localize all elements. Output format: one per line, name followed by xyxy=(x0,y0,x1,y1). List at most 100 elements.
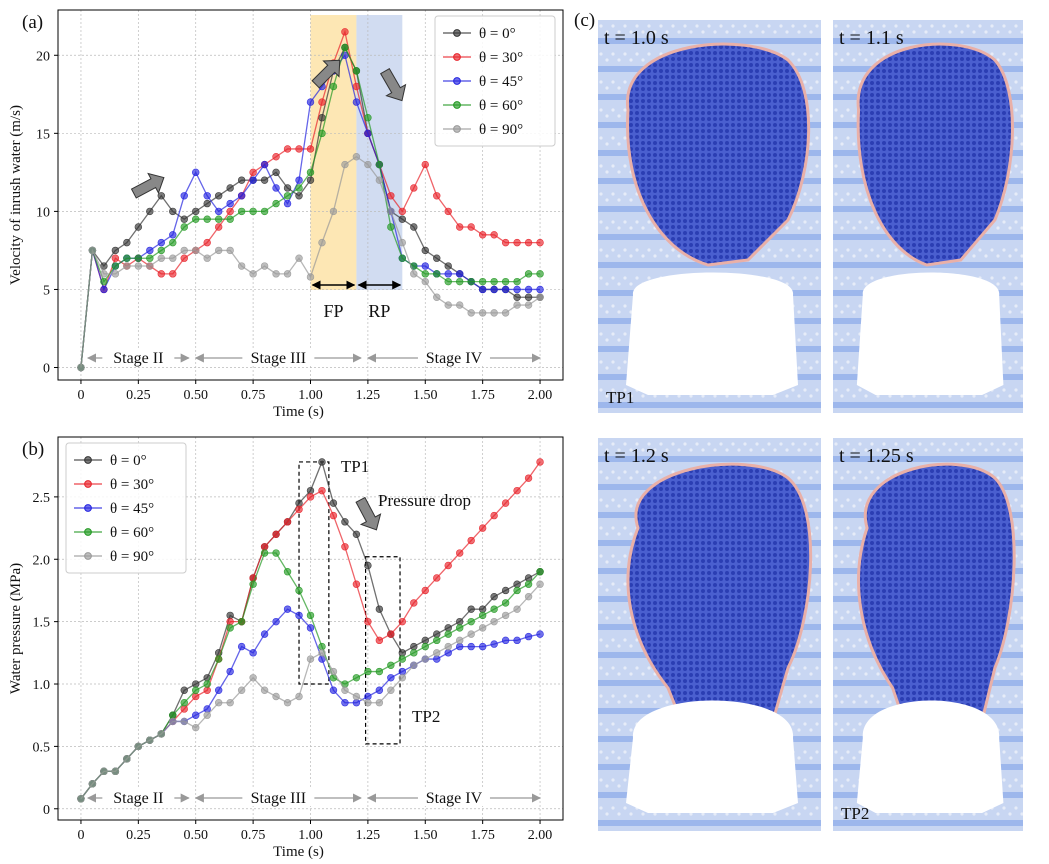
data-point xyxy=(237,262,246,270)
stage-label: Stage II xyxy=(113,350,163,367)
x-axis-label: Time (s) xyxy=(273,844,324,859)
data-point xyxy=(260,207,269,216)
data-point xyxy=(364,667,372,676)
data-point xyxy=(100,277,108,286)
data-point xyxy=(364,692,372,701)
stage-label: Stage III xyxy=(251,350,307,367)
data-point xyxy=(410,223,418,231)
stage-label-bg xyxy=(417,348,490,366)
data-point xyxy=(318,114,326,122)
data-point xyxy=(524,574,533,582)
data-point xyxy=(341,699,349,707)
inrush-particles xyxy=(857,462,1016,750)
cavity xyxy=(626,700,798,813)
data-point xyxy=(536,568,544,576)
data-point xyxy=(352,82,361,91)
data-point xyxy=(456,277,464,286)
data-point xyxy=(375,605,384,613)
data-point xyxy=(180,192,188,200)
x-tick-label: 0.25 xyxy=(126,828,151,843)
data-point xyxy=(352,692,361,701)
data-point xyxy=(513,277,521,286)
data-point xyxy=(237,207,246,216)
data-point xyxy=(375,176,384,184)
legend-marker xyxy=(84,480,92,488)
cavity xyxy=(856,272,1004,395)
data-point xyxy=(180,699,188,707)
data-point xyxy=(134,223,143,231)
inrush-particles xyxy=(626,42,811,267)
frame-tag: TP2 xyxy=(841,804,869,823)
annotation: Pressure drop xyxy=(378,491,471,510)
data-point xyxy=(352,67,361,75)
frame: t = 1.1 s xyxy=(833,20,1023,413)
data-point xyxy=(146,207,154,216)
data-point xyxy=(387,674,395,682)
data-point xyxy=(203,686,211,694)
trend-arrow xyxy=(311,59,341,89)
data-point xyxy=(478,277,487,286)
x-tick-label: 1.50 xyxy=(413,828,438,843)
data-point xyxy=(169,207,177,216)
data-point xyxy=(88,780,97,788)
data-point xyxy=(341,543,349,551)
data-point xyxy=(421,160,429,169)
data-point xyxy=(318,238,326,247)
data-point xyxy=(123,238,131,247)
y-axis-label: Water pressure (MPa) xyxy=(8,563,24,694)
data-point xyxy=(260,262,269,270)
data-point xyxy=(318,129,326,138)
data-point xyxy=(306,273,315,281)
x-axis-label: Time (s) xyxy=(273,404,324,420)
data-point xyxy=(260,686,269,694)
data-point xyxy=(318,649,326,657)
data-point xyxy=(536,293,544,301)
data-point xyxy=(192,692,200,701)
data-point xyxy=(433,636,441,645)
data-point xyxy=(134,742,143,751)
x-tick-label: 1.25 xyxy=(356,388,381,403)
data-point xyxy=(490,640,498,648)
data-point xyxy=(318,98,326,106)
data-point xyxy=(169,711,177,719)
data-point xyxy=(283,518,292,526)
tp-label: TP1 xyxy=(341,457,369,476)
data-point xyxy=(421,655,429,663)
data-point xyxy=(456,223,464,231)
data-point xyxy=(226,199,234,208)
data-point xyxy=(111,246,120,255)
data-point xyxy=(180,246,188,255)
inrush-particles xyxy=(856,42,1014,267)
data-point xyxy=(318,642,326,651)
data-point xyxy=(375,636,384,645)
data-point xyxy=(490,605,498,613)
data-point xyxy=(524,238,533,247)
y-tick-label: 1.0 xyxy=(33,678,51,693)
data-point xyxy=(146,262,154,270)
stage-label: Stage IV xyxy=(426,350,483,367)
panel-c: (c) t = 1.0 s TP1 t = 1.1 s t = 1.2 s t = 1.2… xyxy=(574,10,1023,831)
data-point xyxy=(306,611,315,620)
data-point xyxy=(169,231,177,239)
x-tick-label: 0 xyxy=(77,828,84,843)
data-point xyxy=(421,262,429,270)
data-point xyxy=(214,655,223,663)
data-point xyxy=(490,277,498,286)
cavity xyxy=(856,700,1004,813)
data-point xyxy=(272,692,280,701)
data-point xyxy=(501,285,510,294)
data-point xyxy=(421,636,429,645)
frame-time: t = 1.25 s xyxy=(839,445,914,467)
legend-marker xyxy=(453,77,461,85)
data-point xyxy=(456,549,464,557)
data-point xyxy=(410,184,418,192)
data-point xyxy=(260,549,269,557)
data-point xyxy=(444,561,452,570)
data-point xyxy=(88,246,97,255)
frame: t = 1.2 s xyxy=(598,438,821,831)
data-point xyxy=(306,168,315,177)
data-point xyxy=(295,176,303,184)
phase-label: RP xyxy=(368,301,390,321)
legend-label: θ = 90° xyxy=(110,549,154,565)
